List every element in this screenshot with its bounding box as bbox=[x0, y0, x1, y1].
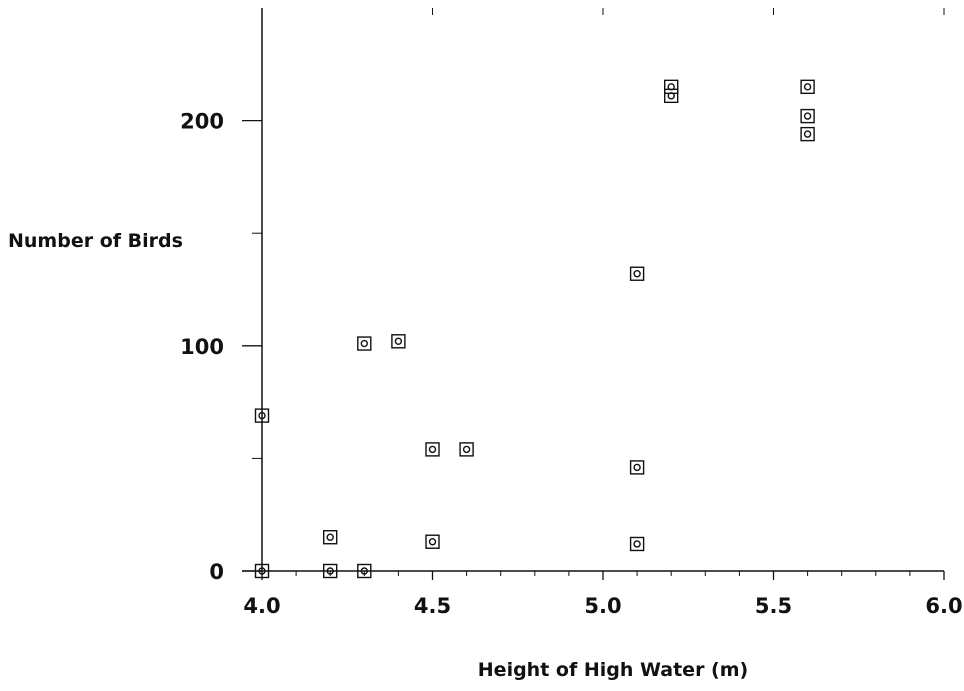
data-point bbox=[800, 126, 815, 142]
data-point-square bbox=[664, 79, 679, 95]
data-point-circle bbox=[667, 83, 675, 91]
data-point bbox=[629, 266, 645, 281]
data-point-circle bbox=[803, 130, 812, 138]
data-point bbox=[357, 336, 372, 351]
data-point-square bbox=[664, 88, 679, 104]
data-point-circle bbox=[633, 270, 641, 278]
data-point-square bbox=[254, 563, 270, 579]
data-point bbox=[254, 408, 270, 423]
data-point-circle bbox=[258, 567, 266, 575]
data-point bbox=[800, 79, 815, 95]
data-point bbox=[629, 536, 645, 552]
data-point bbox=[664, 88, 679, 104]
y-tick-label: 100 bbox=[180, 335, 224, 359]
data-point-square bbox=[800, 108, 815, 124]
data-point-square bbox=[629, 536, 645, 552]
data-point-circle bbox=[258, 411, 266, 420]
x-tick-label: 5.5 bbox=[755, 594, 792, 618]
data-points bbox=[254, 79, 815, 579]
ticks bbox=[242, 8, 945, 580]
axes bbox=[242, 8, 944, 572]
data-point-square bbox=[629, 460, 645, 475]
data-point bbox=[391, 334, 406, 349]
data-point-square bbox=[323, 530, 338, 545]
data-point bbox=[629, 460, 645, 475]
data-point bbox=[254, 563, 270, 579]
data-point bbox=[323, 530, 338, 545]
data-point-square bbox=[357, 336, 372, 351]
data-point bbox=[459, 442, 474, 457]
data-point-square bbox=[254, 408, 270, 423]
y-tick-label: 200 bbox=[180, 110, 224, 134]
data-point bbox=[800, 108, 815, 124]
data-point-circle bbox=[803, 83, 812, 91]
x-tick-label: 4.5 bbox=[414, 594, 451, 618]
data-point-circle bbox=[633, 540, 641, 548]
data-point bbox=[664, 79, 679, 95]
data-point-circle bbox=[428, 445, 437, 454]
tick-labels: 4.0 4.5 5.0 5.5 6.0 0 100 200 bbox=[180, 110, 962, 618]
data-point-square bbox=[800, 126, 815, 142]
y-axis-title: Number of Birds bbox=[8, 230, 183, 252]
data-point-circle bbox=[360, 339, 368, 348]
data-point-circle bbox=[326, 533, 334, 541]
data-point-circle bbox=[394, 337, 403, 345]
x-tick-label: 4.0 bbox=[243, 594, 280, 618]
data-point-circle bbox=[428, 538, 437, 546]
x-tick-label: 6.0 bbox=[925, 594, 962, 618]
x-tick-label: 5.0 bbox=[584, 594, 621, 618]
data-point-square bbox=[800, 79, 815, 95]
data-point-circle bbox=[633, 463, 641, 472]
y-tick-label: 0 bbox=[209, 560, 224, 584]
data-point bbox=[425, 534, 440, 549]
data-point-circle bbox=[326, 567, 334, 575]
data-point bbox=[425, 442, 440, 457]
data-point-square bbox=[391, 334, 406, 349]
x-axis-title: Height of High Water (m) bbox=[478, 659, 748, 681]
data-point-square bbox=[425, 442, 440, 457]
data-point-square bbox=[425, 534, 440, 549]
data-point-circle bbox=[360, 567, 368, 575]
data-point bbox=[323, 563, 338, 579]
data-point-square bbox=[459, 442, 474, 457]
data-point bbox=[357, 563, 372, 579]
data-point-square bbox=[629, 266, 645, 281]
data-point-circle bbox=[462, 445, 471, 454]
data-point-square bbox=[357, 563, 372, 579]
data-point-circle bbox=[803, 112, 812, 120]
data-point-square bbox=[323, 563, 338, 579]
